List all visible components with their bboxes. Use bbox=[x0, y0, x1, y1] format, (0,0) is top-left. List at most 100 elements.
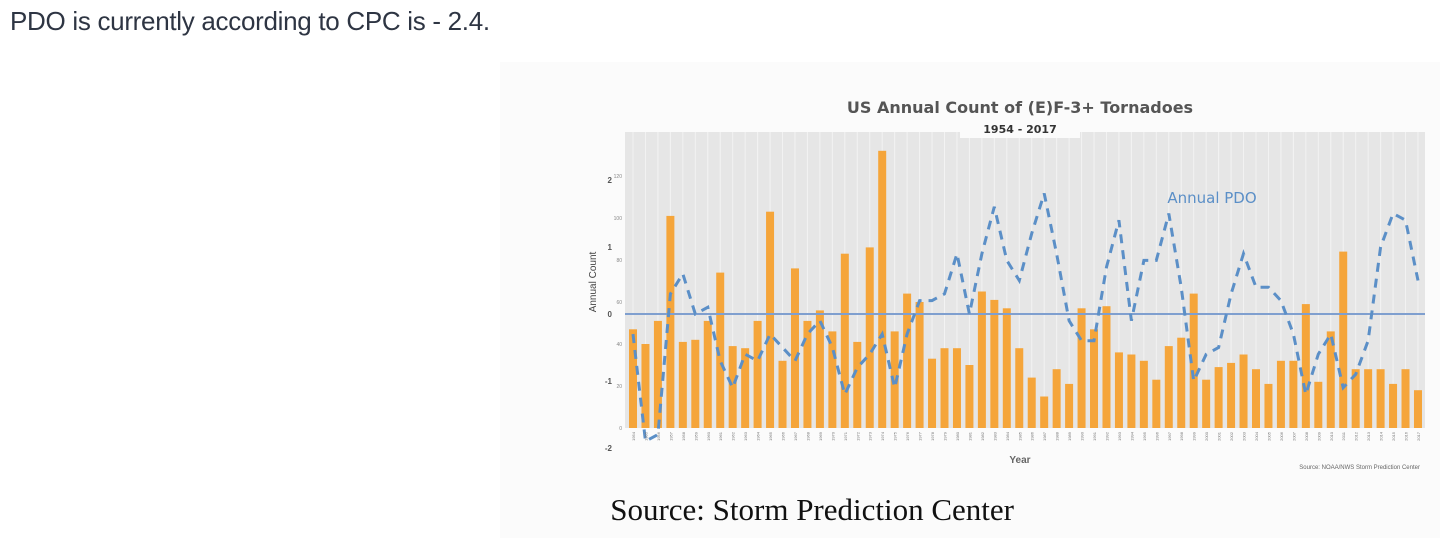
bar-1998 bbox=[1177, 337, 1186, 428]
y-tick-label: 100 bbox=[614, 216, 623, 222]
y-tick-label: 60 bbox=[616, 300, 622, 306]
x-tick-label: 2014 bbox=[1379, 431, 1384, 441]
bar-2014 bbox=[1376, 369, 1385, 428]
bar-1999 bbox=[1189, 293, 1198, 428]
x-tick-label: 1969 bbox=[818, 431, 823, 441]
x-tick-label: 1959 bbox=[693, 431, 698, 441]
chart-subtitle: 1954 - 2017 bbox=[983, 123, 1056, 136]
bar-1975 bbox=[890, 331, 899, 428]
x-axis-label: Year bbox=[1009, 455, 1030, 466]
x-tick-label: 1967 bbox=[793, 431, 798, 441]
bar-1997 bbox=[1164, 346, 1173, 428]
x-tick-label: 2001 bbox=[1217, 431, 1222, 441]
pdo-tick-label: -2 bbox=[605, 444, 613, 453]
bar-1962 bbox=[728, 346, 737, 428]
y-tick-label: 40 bbox=[616, 342, 622, 348]
x-tick-label: 1976 bbox=[905, 431, 910, 441]
x-tick-label: 1979 bbox=[943, 431, 948, 441]
x-tick-label: 2004 bbox=[1254, 431, 1259, 441]
x-tick-label: 1983 bbox=[992, 431, 997, 441]
chart-title: US Annual Count of (E)F-3+ Tornadoes bbox=[847, 98, 1193, 117]
x-tick-label: 1989 bbox=[1067, 431, 1072, 441]
x-tick-label: 1984 bbox=[1005, 431, 1010, 441]
bar-1981 bbox=[965, 365, 974, 428]
x-tick-label: 1986 bbox=[1030, 431, 1035, 441]
pdo-legend-label: Annual PDO bbox=[1167, 189, 1256, 207]
bar-2015 bbox=[1389, 383, 1398, 428]
bar-1985 bbox=[1015, 348, 1024, 428]
x-tick-label: 1970 bbox=[830, 431, 835, 441]
bar-1982 bbox=[977, 291, 986, 428]
bar-2003 bbox=[1239, 354, 1248, 428]
x-tick-label: 2007 bbox=[1291, 431, 1296, 441]
x-tick-label: 2012 bbox=[1354, 431, 1359, 441]
x-tick-label: 2010 bbox=[1329, 431, 1334, 441]
bar-1995 bbox=[1139, 360, 1148, 428]
bar-1988 bbox=[1052, 369, 1061, 428]
x-tick-label: 1961 bbox=[718, 431, 723, 441]
x-tick-label: 1997 bbox=[1167, 431, 1172, 441]
x-tick-label: 2013 bbox=[1366, 431, 1371, 441]
bar-1967 bbox=[790, 268, 799, 428]
x-tick-label: 2015 bbox=[1391, 431, 1396, 441]
x-tick-label: 1985 bbox=[1017, 431, 1022, 441]
y-tick-label: 0 bbox=[619, 426, 622, 432]
bar-2004 bbox=[1252, 369, 1260, 428]
bar-1987 bbox=[1040, 396, 1049, 428]
chart-figure: US Annual Count of (E)F-3+ Tornadoes 195… bbox=[500, 62, 1440, 538]
bar-1974 bbox=[878, 150, 887, 429]
x-tick-label: 1964 bbox=[756, 431, 761, 441]
bar-2017 bbox=[1413, 390, 1422, 428]
bar-2006 bbox=[1276, 360, 1285, 428]
intro-text: PDO is currently according to CPC is - 2… bbox=[10, 6, 490, 36]
bar-1957 bbox=[666, 215, 675, 428]
bar-1991 bbox=[1090, 329, 1099, 428]
pdo-tick-label: -1 bbox=[605, 377, 613, 386]
bar-1978 bbox=[928, 358, 937, 428]
bar-1973 bbox=[865, 247, 874, 428]
bar-2001 bbox=[1214, 367, 1223, 428]
bar-2013 bbox=[1364, 369, 1373, 428]
x-tick-label: 1991 bbox=[1092, 431, 1097, 441]
x-tick-label: 2005 bbox=[1266, 431, 1271, 441]
bar-2016 bbox=[1401, 369, 1410, 428]
x-tick-label: 1956 bbox=[656, 431, 661, 441]
figure-caption: Source: Storm Prediction Center bbox=[610, 492, 1014, 527]
x-tick-label: 2006 bbox=[1279, 431, 1284, 441]
bar-1955 bbox=[641, 344, 650, 428]
bar-1958 bbox=[678, 341, 687, 428]
bar-1971 bbox=[840, 253, 849, 428]
bar-2002 bbox=[1227, 362, 1236, 428]
x-tick-label: 1954 bbox=[631, 431, 636, 441]
x-tick-label: 1958 bbox=[681, 431, 686, 441]
bar-2011 bbox=[1339, 251, 1348, 428]
x-tick-label: 1974 bbox=[880, 431, 885, 441]
x-tick-label: 1980 bbox=[955, 431, 960, 441]
x-tick-label: 1996 bbox=[1154, 431, 1159, 441]
bar-2005 bbox=[1264, 383, 1273, 428]
x-tick-label: 2009 bbox=[1316, 431, 1321, 441]
bar-1977 bbox=[915, 302, 924, 428]
x-tick-label: 2002 bbox=[1229, 431, 1234, 441]
bar-2012 bbox=[1351, 369, 1360, 428]
pdo-tick-label: 0 bbox=[608, 310, 613, 319]
x-tick-label: 1968 bbox=[805, 431, 810, 441]
y-tick-label: 120 bbox=[614, 174, 623, 180]
x-tick-label: 1995 bbox=[1142, 431, 1147, 441]
bar-1956 bbox=[653, 320, 662, 428]
bar-1992 bbox=[1102, 306, 1111, 428]
bar-1980 bbox=[952, 348, 961, 428]
x-tick-label: 1977 bbox=[918, 431, 923, 441]
x-tick-label: 1955 bbox=[643, 431, 648, 441]
x-tick-label: 1978 bbox=[930, 431, 935, 441]
x-tick-label: 2017 bbox=[1416, 431, 1421, 441]
bar-1954 bbox=[629, 329, 637, 428]
bar-1989 bbox=[1065, 383, 1074, 428]
bar-1983 bbox=[990, 299, 999, 428]
bar-1969 bbox=[815, 310, 824, 428]
x-tick-label: 1981 bbox=[967, 431, 972, 441]
pdo-tick-label: 1 bbox=[608, 243, 613, 252]
bar-2007 bbox=[1289, 360, 1298, 428]
bar-1972 bbox=[853, 341, 862, 428]
x-tick-label: 1973 bbox=[868, 431, 873, 441]
